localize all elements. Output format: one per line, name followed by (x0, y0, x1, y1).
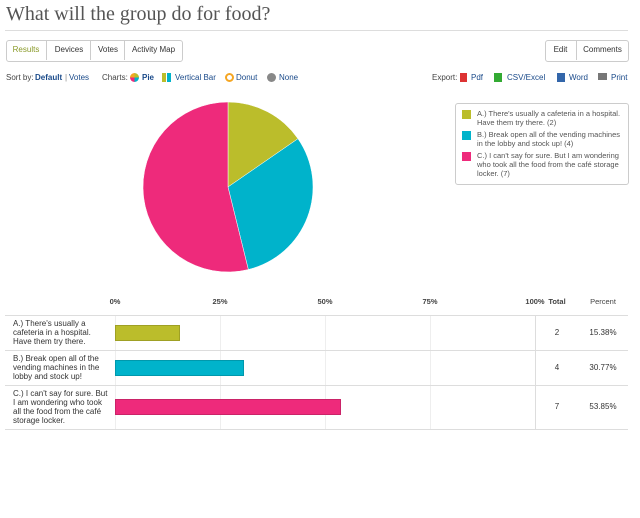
tab[interactable]: Votes (90, 40, 125, 60)
icon (598, 73, 607, 80)
toolbar-text: | (65, 73, 68, 82)
column-header: Percent (590, 297, 616, 306)
legend-label: B.) Break open all of the vending machin… (477, 130, 621, 148)
icon (557, 73, 565, 82)
toolbar-text[interactable]: Pdf (471, 73, 484, 82)
icon (225, 73, 234, 82)
legend-swatch (462, 152, 471, 161)
percent-cell: 15.38% (589, 327, 617, 337)
row-rule (5, 385, 628, 386)
legend: A.) There's usually a cafeteria in a hos… (455, 103, 629, 185)
bar (115, 399, 342, 415)
row-label: A.) There's usually a cafeteria in a hos… (13, 319, 91, 346)
bar (115, 324, 180, 341)
toolbar-text: Sort by: (6, 73, 34, 82)
tab-bar (6, 40, 183, 62)
total-cell: 2 (554, 327, 560, 337)
row-rule (5, 429, 628, 430)
legend-swatch (462, 131, 471, 140)
legend-item: A.) There's usually a cafeteria in a hos… (462, 109, 622, 127)
legend-label: A.) There's usually a cafeteria in a hos… (477, 109, 621, 127)
toolbar-text[interactable]: CSV/Excel (507, 73, 546, 82)
title-rule (5, 30, 628, 31)
toolbar-text: Export: (432, 73, 458, 82)
tab[interactable]: Results (12, 45, 40, 54)
toolbar-text[interactable]: Word (569, 73, 588, 82)
icon (460, 73, 467, 82)
legend-item: B.) Break open all of the vending machin… (462, 130, 622, 148)
icon (162, 73, 171, 82)
grid-line (325, 315, 326, 429)
tab[interactable]: Activity Map (124, 40, 182, 60)
row-rule (5, 315, 628, 316)
toolbar-text: Charts: (102, 73, 128, 82)
legend-item: C.) I can't say for sure. But I am wonde… (462, 151, 622, 178)
legend-swatch (462, 110, 471, 119)
percent-cell: 30.77% (589, 362, 617, 372)
x-tick-label: 75% (422, 297, 438, 306)
pie-chart (142, 101, 314, 273)
column-header: Total (548, 297, 566, 306)
x-tick-label: 25% (212, 297, 228, 306)
pie-slice (227, 138, 314, 270)
x-tick-label: 100% (525, 297, 545, 306)
action-bar (545, 40, 629, 62)
legend-label: C.) I can't say for sure. But I am wonde… (477, 151, 619, 178)
icon (267, 73, 276, 82)
action-button[interactable]: Edit (553, 45, 568, 54)
toolbar-text[interactable]: Pie (142, 73, 155, 82)
toolbar-text[interactable]: Vertical Bar (175, 73, 216, 82)
x-tick-label: 50% (317, 297, 333, 306)
row-rule (5, 350, 628, 351)
pie-slice (227, 101, 299, 188)
divider (535, 315, 536, 429)
toolbar-text[interactable]: Print (611, 73, 628, 82)
x-tick-label: 0% (109, 297, 121, 306)
toolbar-text[interactable]: None (279, 73, 299, 82)
grid-line (430, 315, 431, 429)
total-cell: 7 (554, 402, 560, 411)
toolbar-text[interactable]: Donut (236, 73, 258, 82)
percent-cell: 53.85% (589, 402, 617, 411)
toolbar-text[interactable]: Default (35, 73, 63, 82)
icon (494, 73, 502, 82)
action-button[interactable]: Comments (576, 40, 628, 60)
row-label: B.) Break open all of the vending machin… (13, 354, 100, 381)
total-cell: 4 (554, 362, 560, 372)
pie-slice (142, 101, 249, 273)
tab[interactable]: Devices (46, 40, 91, 60)
icon (130, 73, 139, 82)
toolbar-text[interactable]: Votes (69, 73, 90, 82)
page-title: What will the group do for food? (6, 3, 271, 25)
bar (115, 359, 245, 376)
row-label: C.) I can't say for sure. But I am wonde… (13, 389, 108, 425)
